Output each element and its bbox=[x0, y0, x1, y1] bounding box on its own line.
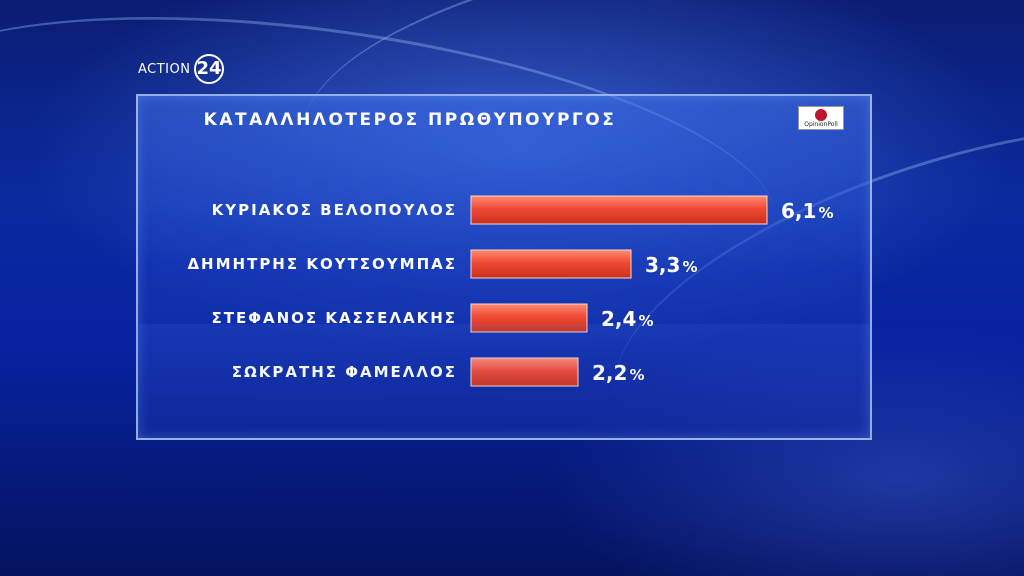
channel-logo-number: 24 bbox=[194, 54, 224, 84]
channel-logo-text: ACTION bbox=[138, 62, 191, 77]
pollster-logo-text: OpinionPoll bbox=[804, 121, 838, 128]
poll-panel: ΚΑΤΑΛΛΗΛΟΤΕΡΟΣ ΠΡΩΘΥΠΟΥΡΓΟΣ OpinionPoll … bbox=[136, 94, 872, 440]
bar-chart: ΚΥΡΙΑΚΟΣ ΒΕΛΟΠΟΥΛΟΣ 6,1 % ΔΗΜΗΤΡΗΣ ΚΟΥΤΣΟΥΜ… bbox=[187, 195, 833, 387]
channel-logo: ACTION 24 bbox=[138, 52, 230, 86]
bar bbox=[470, 249, 632, 279]
pollster-logo-icon bbox=[815, 109, 827, 121]
category-label: ΣΩΚΡΑΤΗΣ ΦΑΜΕΛΛΟΣ bbox=[232, 363, 457, 381]
bar bbox=[470, 195, 768, 225]
bar bbox=[470, 303, 588, 333]
floor-reflection bbox=[136, 324, 872, 450]
pollster-logo: OpinionPoll bbox=[798, 106, 844, 130]
bar bbox=[470, 357, 579, 387]
data-label: 2,4% bbox=[601, 307, 653, 331]
data-label: 6,1% bbox=[781, 199, 833, 223]
data-label: 3,3% bbox=[645, 253, 697, 277]
category-label: ΣΤΕΦΑΝΟΣ ΚΑΣΣΕΛΑΚΗΣ bbox=[212, 309, 457, 327]
category-label: ΚΥΡΙΑΚΟΣ ΒΕΛΟΠΟΥΛΟΣ bbox=[212, 201, 457, 219]
category-label: ΔΗΜΗΤΡΗΣ ΚΟΥΤΣΟΥΜΠΑΣ bbox=[187, 255, 457, 273]
chart-title: ΚΑΤΑΛΛΗΛΟΤΕΡΟΣ ΠΡΩΘΥΠΟΥΡΓΟΣ bbox=[203, 110, 617, 130]
data-label: 2,2% bbox=[592, 361, 644, 385]
